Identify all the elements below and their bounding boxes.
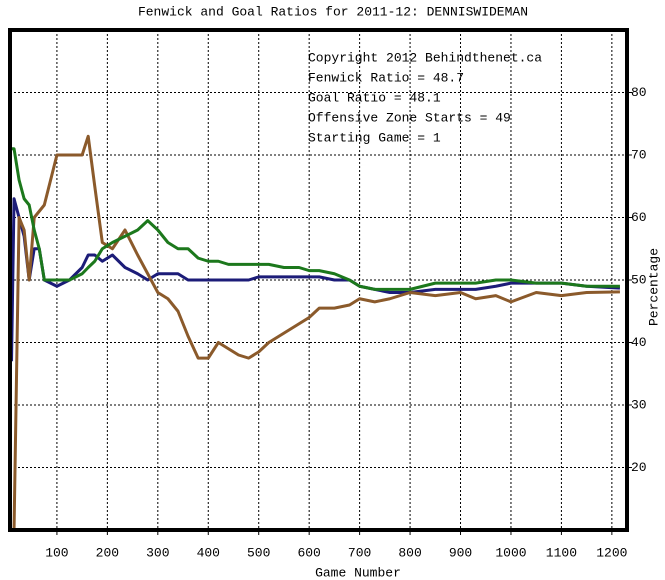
series-line bbox=[10, 197, 621, 362]
chart-title: Fenwick and Goal Ratios for 2011-12: DEN… bbox=[138, 4, 528, 19]
y-tick-label: 70 bbox=[631, 147, 647, 162]
x-tick-label: 800 bbox=[398, 545, 421, 560]
y-tick-label: 80 bbox=[631, 85, 647, 100]
plot-border bbox=[8, 28, 629, 532]
x-axis-label: Game Number bbox=[315, 565, 401, 580]
y-tick-label: 40 bbox=[631, 335, 647, 350]
x-tick-label: 400 bbox=[197, 545, 220, 560]
x-tick-label: 1200 bbox=[596, 545, 627, 560]
series-line bbox=[11, 134, 620, 532]
x-tick-label: 100 bbox=[45, 545, 68, 560]
x-tick-label: 700 bbox=[348, 545, 371, 560]
series-line bbox=[11, 147, 620, 291]
y-axis-label: Percentage bbox=[646, 248, 661, 326]
x-tick-label: 600 bbox=[297, 545, 320, 560]
y-tick-label: 50 bbox=[631, 272, 647, 287]
y-tick-label: 20 bbox=[631, 460, 647, 475]
annotation: Copyright 2012 Behindthenet.ca bbox=[308, 50, 542, 65]
y-tick-label: 60 bbox=[631, 210, 647, 225]
x-tick-label: 1100 bbox=[546, 545, 577, 560]
legend-entry: Offensive Zone Starts = 49 bbox=[308, 110, 511, 125]
y-tick-label: 30 bbox=[631, 397, 647, 412]
x-tick-label: 500 bbox=[247, 545, 270, 560]
legend-entry: Goal Ratio = 48.1 bbox=[308, 90, 441, 105]
x-tick-label: 200 bbox=[96, 545, 119, 560]
x-tick-label: 300 bbox=[146, 545, 169, 560]
legend-entry: Fenwick Ratio = 48.7 bbox=[308, 70, 464, 85]
annotation: Starting Game = 1 bbox=[308, 130, 441, 145]
x-tick-label: 900 bbox=[449, 545, 472, 560]
x-tick-label: 1000 bbox=[495, 545, 526, 560]
